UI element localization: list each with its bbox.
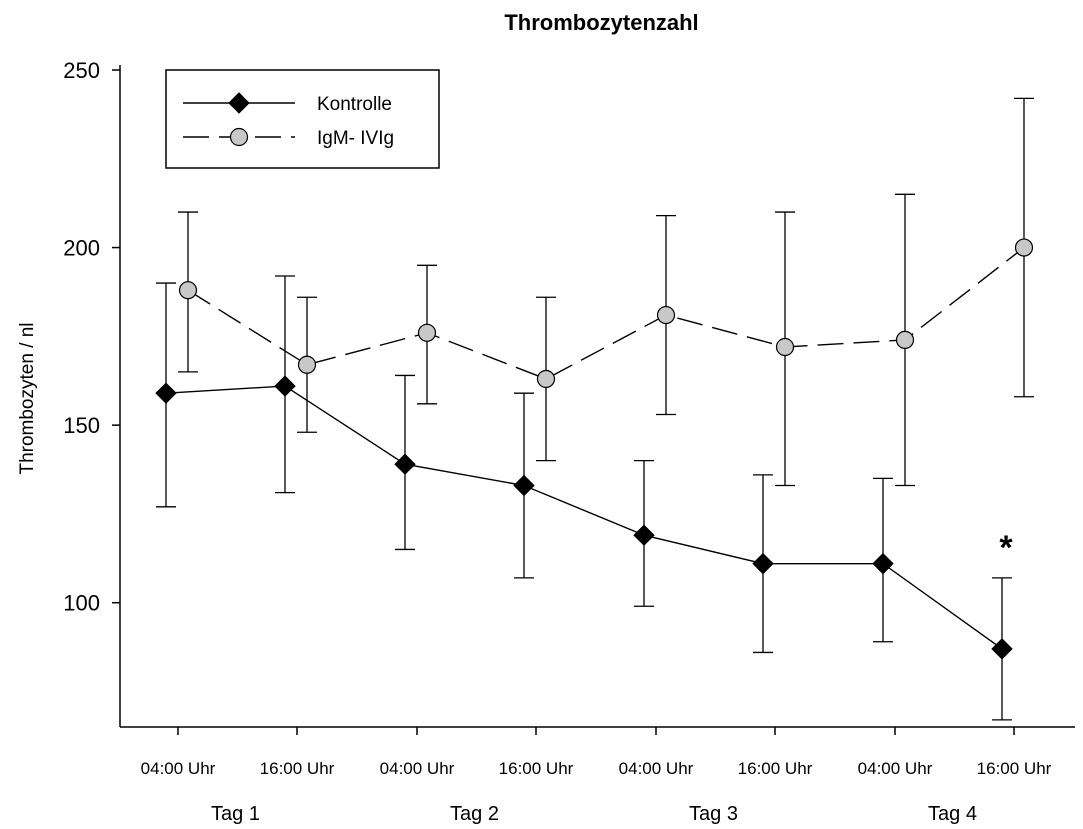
x-group-label: Tag 1: [211, 803, 260, 825]
data-point: [991, 638, 1013, 660]
series-line: [187, 247, 1025, 380]
data-point: [536, 369, 556, 389]
legend-item: IgM- IVIg: [183, 127, 394, 149]
series-layer: [155, 97, 1034, 721]
significance-marker: *: [999, 529, 1013, 567]
x-ticks: 04:00 Uhr 16:00 Uhr 04:00 Uhr 16:00 Uhr 04:0…: [141, 727, 1052, 825]
data-point: [178, 281, 198, 300]
data-point: [394, 453, 416, 475]
x-group-label: Tag 4: [928, 803, 977, 825]
legend-label: IgM- IVIg: [317, 128, 394, 149]
x-tick-label: 16:00 Uhr: [738, 759, 813, 778]
data-point: [417, 323, 437, 342]
legend: Kontrolle IgM- IVIg: [165, 69, 440, 169]
annotations: *: [999, 529, 1013, 567]
legend-label: Kontrolle: [317, 94, 392, 115]
y-ticks: 100 150 200 250 Thrombozyten / nl: [17, 58, 120, 616]
x-tick-label: 16:00 Uhr: [260, 759, 335, 778]
x-tick-label: 04:00 Uhr: [380, 759, 455, 778]
y-tick-label: 100: [63, 591, 100, 616]
y-tick-label: 150: [63, 413, 100, 438]
x-group-label: Tag 2: [450, 803, 499, 825]
y-axis-title: Thrombozyten / nl: [17, 322, 38, 474]
legend-box: [165, 69, 440, 169]
data-point: [872, 552, 894, 575]
series-igm-ivig: [178, 97, 1034, 487]
y-tick-label: 200: [63, 236, 100, 261]
data-point: [752, 552, 774, 575]
axes: [119, 65, 1075, 728]
x-tick-label: 04:00 Uhr: [619, 759, 694, 778]
x-tick-label: 16:00 Uhr: [499, 759, 574, 778]
data-point: [895, 330, 915, 350]
data-point: [513, 474, 535, 497]
data-point: [656, 305, 676, 325]
x-tick-label: 04:00 Uhr: [858, 759, 933, 778]
series-kontrolle: [155, 275, 1013, 721]
data-point: [155, 382, 177, 404]
data-point: [274, 375, 296, 397]
x-group-label: Tag 3: [689, 803, 738, 825]
legend-item: Kontrolle: [183, 92, 392, 115]
legend-marker: [228, 92, 250, 114]
data-point: [297, 355, 317, 374]
y-tick-label: 250: [63, 58, 100, 83]
data-point: [775, 337, 795, 357]
data-point: [1014, 238, 1034, 257]
series-line: [165, 385, 1003, 650]
x-tick-label: 16:00 Uhr: [977, 759, 1052, 778]
chart-title: Thrombozytenzahl: [504, 10, 699, 35]
x-tick-label: 04:00 Uhr: [141, 759, 216, 778]
data-point: [633, 524, 655, 546]
legend-marker: [229, 127, 249, 147]
